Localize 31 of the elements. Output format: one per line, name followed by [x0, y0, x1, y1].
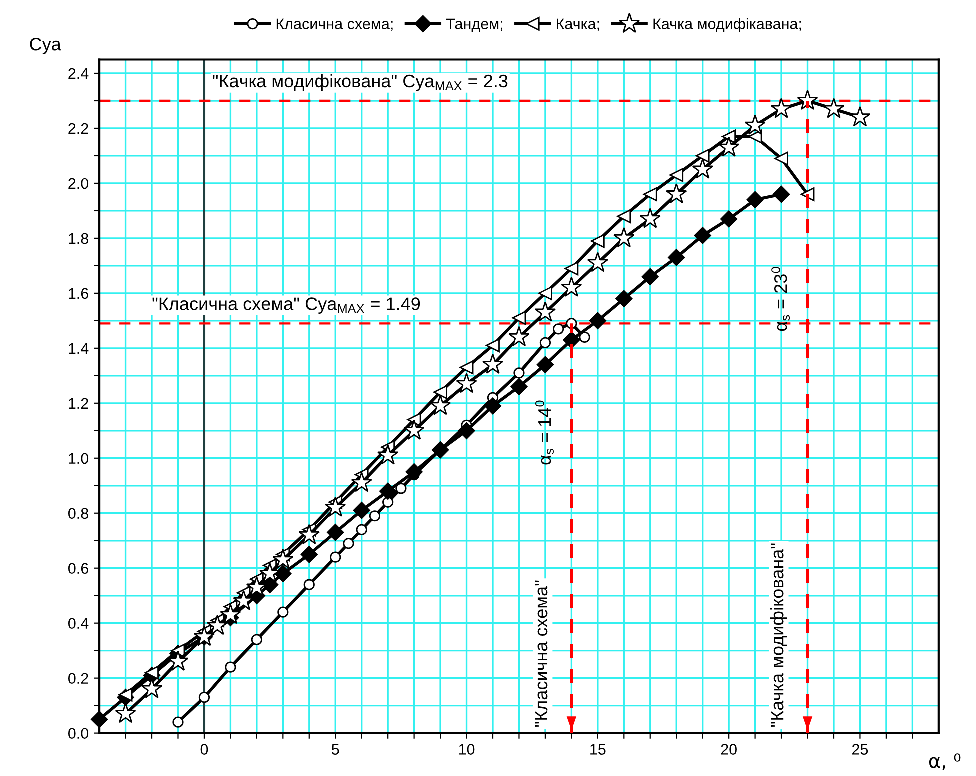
x-axis-title: α, ⁰: [929, 754, 961, 770]
ref-line-label: "Класична схема" Cya$_{MAX}$ = 1.49: [152, 298, 420, 314]
x-tick-label: 20: [721, 744, 737, 755]
y-tick-label: 1.8: [69, 233, 88, 244]
legend-label: Качка;: [557, 18, 600, 32]
legend-label: Качка модифікавана;: [654, 18, 802, 33]
y-tick-label: 0.0: [68, 728, 89, 740]
y-tick-label: 2.2: [68, 123, 88, 134]
ref-line-label: "Качка модифікована" Cya$_{MAX}$ = 2.3: [213, 74, 508, 92]
y-tick-label: 1.6: [69, 288, 88, 300]
y-axis-title: Cya: [30, 38, 62, 54]
annotation: "Класична схема": [535, 580, 548, 728]
y-tick-label: 0.8: [68, 508, 88, 520]
ref-line-label: α$_{s}$ = 14$^{0}$: [535, 400, 554, 465]
x-tick-label: 10: [459, 744, 475, 755]
y-tick-label: 0.2: [68, 673, 88, 684]
x-tick-label: 25: [852, 744, 868, 755]
y-tick-label: 2.4: [68, 68, 89, 80]
ref-line-label: α$_{s}$ = 23$^{0}$: [772, 267, 790, 332]
annotation: "Качка модифікована": [770, 544, 788, 728]
y-tick-label: 1.0: [69, 453, 89, 464]
x-tick-label: 0: [200, 744, 208, 755]
y-tick-label: 0.6: [68, 563, 88, 574]
y-tick-label: 1.2: [69, 398, 88, 409]
y-tick-label: 1.4: [69, 343, 89, 354]
y-tick-label: 2.0: [68, 178, 89, 190]
legend-label: Класична схема;: [276, 18, 393, 32]
x-tick-label: 15: [590, 744, 606, 755]
y-tick-label: 0.4: [68, 618, 89, 630]
x-tick-label: 5: [332, 744, 340, 755]
legend-label: Тандем;: [446, 18, 502, 32]
